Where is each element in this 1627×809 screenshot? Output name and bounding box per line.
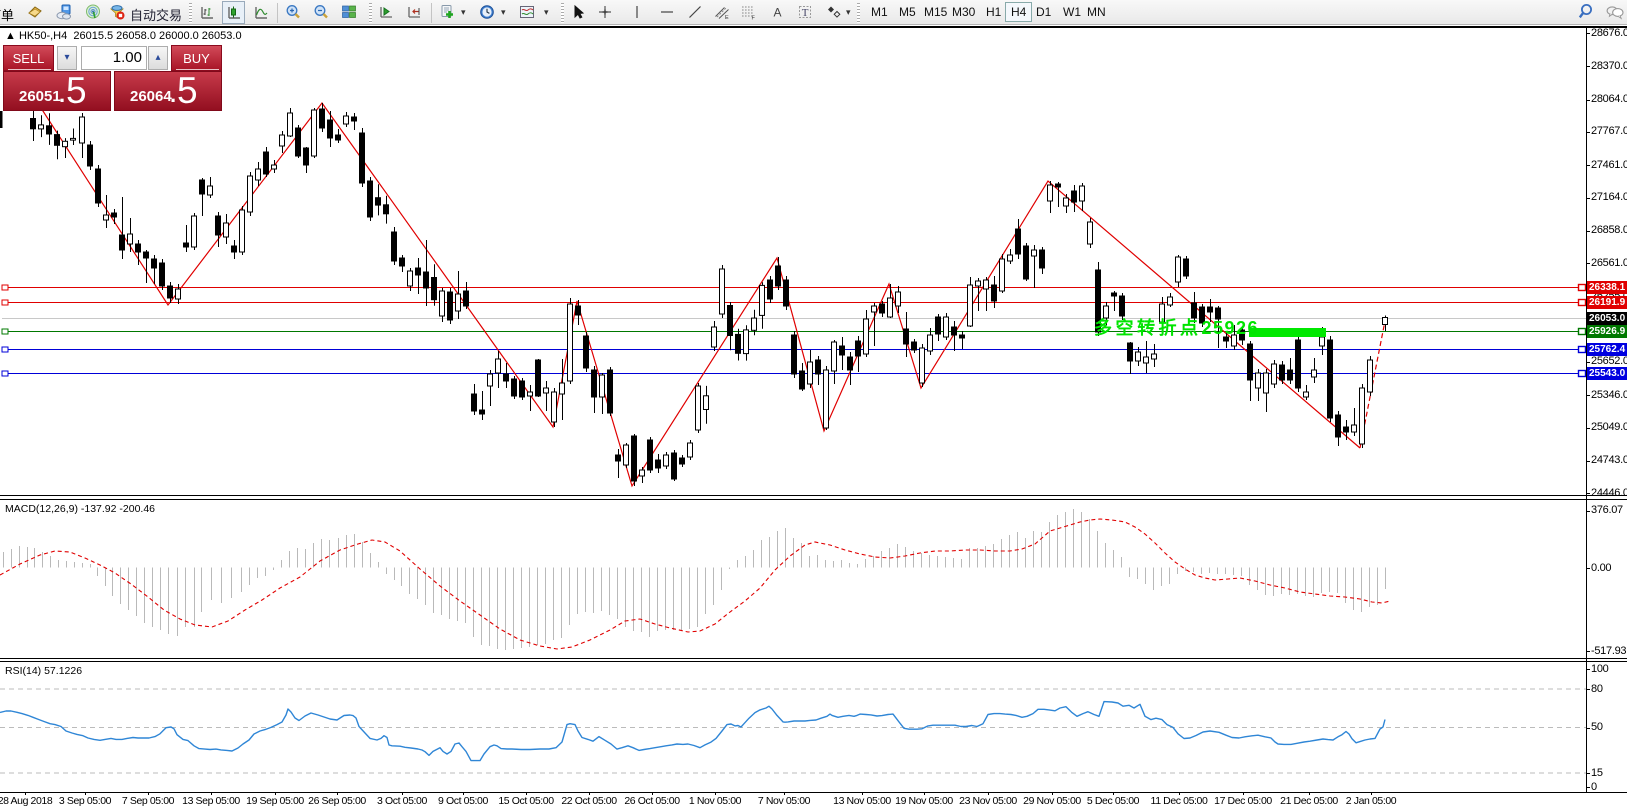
svg-text:T: T [802,7,809,19]
svg-text:E: E [725,15,729,20]
svg-text:F: F [752,16,756,21]
svg-text:A: A [774,6,782,20]
